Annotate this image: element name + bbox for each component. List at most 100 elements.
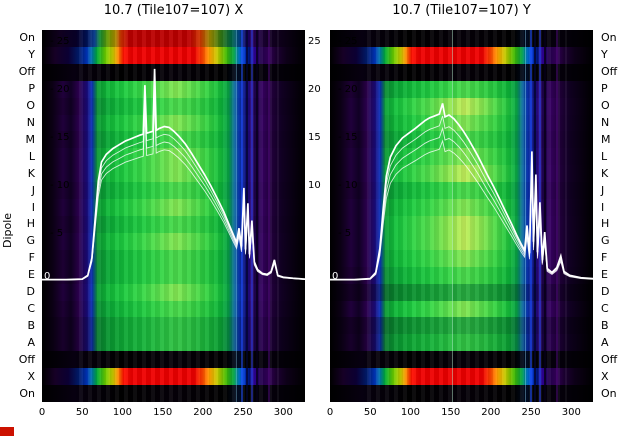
inner-y-tick: - 15 [50, 132, 70, 143]
inner-y-tick: - 10 [50, 180, 70, 191]
row-label-on-21: On [19, 386, 35, 400]
row-label-i-10: I [601, 200, 605, 214]
x-tick-label: 300 [273, 407, 293, 418]
heatmap-row [330, 46, 593, 64]
x-tick-label: 300 [561, 407, 581, 418]
row-label-on-0: On [19, 31, 35, 45]
heatmap-row [42, 317, 305, 335]
x-tick-label: 50 [75, 407, 89, 418]
row-label-j-9: J [601, 183, 605, 197]
heatmap-row [330, 30, 593, 47]
heatmap-row [330, 63, 593, 81]
row-label-y-1: Y [28, 48, 35, 62]
heatmap-row [42, 351, 305, 369]
row-label-h-11: H [601, 217, 610, 231]
row-label-a-18: A [601, 335, 609, 349]
x-tick-label: 200 [193, 407, 213, 418]
heatmap-row [42, 131, 305, 149]
heatmap-row [330, 232, 593, 250]
row-label-d-15: D [26, 285, 35, 299]
inner-y-tick: - 5 [338, 227, 352, 239]
heatmap-row [42, 368, 305, 386]
row-label-y-1: Y [601, 48, 608, 62]
gap-y-tick: 20 [308, 84, 321, 95]
heatmap-row [42, 148, 305, 166]
heatmap-row [42, 80, 305, 98]
panel-y-title: 10.7 (Tile107=107) Y [392, 3, 531, 18]
row-label-p-3: P [601, 82, 608, 96]
x-tick-label: 150 [441, 407, 461, 418]
row-label-n-5: N [26, 116, 35, 129]
row-label-m-6: M [25, 132, 36, 146]
row-label-b-17: B [27, 318, 35, 332]
x-tick-label: 200 [481, 407, 501, 418]
heatmap-row [330, 317, 593, 335]
row-label-off-2: Off [18, 65, 35, 79]
heatmap-row [330, 165, 593, 183]
panel-y: 10.7 (Tile107=107) Y - 25 - 20 - 15 - 10 - 5… [327, 0, 593, 440]
baseline-label: 0 [44, 270, 51, 282]
row-label-m-6: M [601, 132, 611, 146]
row-label-i-10: I [31, 200, 35, 214]
heatmap-y: - 25 - 20 - 15 - 10 - 5 0 [330, 30, 593, 402]
panel-x-title: 10.7 (Tile107=107) X [103, 3, 244, 18]
heatmap-row [42, 334, 305, 352]
heatmap-row [330, 131, 593, 149]
x-tick-label: 0 [38, 407, 46, 418]
row-label-d-15: D [601, 285, 610, 299]
inner-y-tick: - 20 [338, 84, 358, 95]
row-label-x-20: X [27, 369, 35, 383]
inner-y-tick: - 5 [50, 227, 64, 239]
heatmap-x: - 25 - 20 - 15 - 10 - 5 0 [42, 30, 305, 402]
heatmap-row [42, 249, 305, 267]
row-label-g-12: G [601, 234, 610, 248]
row-label-k-8: K [601, 166, 609, 180]
row-label-o-4: O [601, 99, 610, 113]
heatmap-row [330, 215, 593, 233]
heatmap-row [42, 215, 305, 233]
heatmap-row [330, 182, 593, 200]
heatmap-row [42, 266, 305, 284]
heatmap-row [42, 199, 305, 216]
row-label-f-13: F [601, 251, 608, 265]
heatmap-row [330, 199, 593, 216]
row-label-o-4: O [26, 99, 35, 113]
row-label-c-16: C [601, 302, 609, 315]
heatmap-row [330, 97, 593, 115]
row-label-e-14: E [601, 268, 608, 282]
gap-y-tick: 15 [308, 132, 321, 143]
heatmap-row [42, 30, 305, 47]
row-labels-left: On Y Off P O N M L K J I H G F E D C B A Off X On [0, 0, 38, 440]
heatmap-row [330, 300, 593, 318]
heatmap-row [42, 182, 305, 200]
row-label-p-3: P [28, 82, 35, 96]
heatmap-row [330, 266, 593, 284]
row-label-b-17: B [601, 318, 609, 332]
heatmap-row [42, 114, 305, 132]
heatmap-row [330, 80, 593, 98]
row-label-j-9: J [31, 183, 35, 197]
heatmap-row [42, 63, 305, 81]
inner-y-tick: - 25 [338, 36, 358, 47]
row-label-x-20: X [601, 369, 609, 383]
inner-y-tick: - 25 [50, 36, 70, 47]
heatmap-row [330, 148, 593, 166]
x-tick-label: 50 [363, 407, 377, 418]
row-label-l-7: L [28, 149, 35, 163]
inner-y-tick: - 20 [50, 84, 70, 95]
heatmap-row [330, 114, 593, 132]
heatmap-row [42, 385, 305, 402]
heatmap-row [42, 165, 305, 183]
row-label-off-19: Off [601, 352, 618, 366]
heatmap-row [42, 46, 305, 64]
row-label-on-0: On [601, 31, 617, 45]
row-label-g-12: G [26, 234, 35, 248]
right-axis-ticks: 25 20 15 10 [305, 30, 330, 402]
heatmap-row [330, 334, 593, 352]
inner-y-tick: - 10 [338, 180, 358, 191]
x-tick-label: 250 [233, 407, 253, 418]
gap-y-tick: 25 [308, 36, 321, 47]
inner-y-tick: - 15 [338, 132, 358, 143]
row-label-c-16: C [27, 302, 35, 315]
row-label-off-19: Off [18, 352, 35, 366]
